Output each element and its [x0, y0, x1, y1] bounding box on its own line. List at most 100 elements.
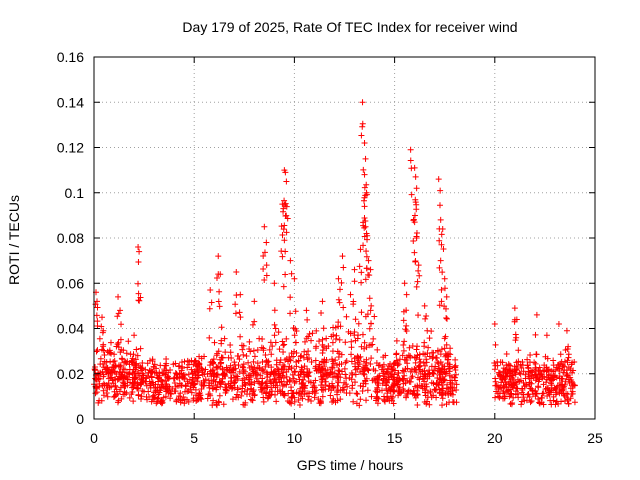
data-point	[413, 235, 420, 241]
data-point	[412, 359, 419, 366]
data-point	[123, 350, 130, 357]
data-point	[564, 391, 571, 398]
data-point	[329, 339, 336, 346]
data-point	[235, 362, 242, 369]
data-point	[361, 197, 367, 204]
data-point	[215, 348, 222, 355]
x-tick-label: 20	[487, 430, 503, 446]
data-point	[227, 349, 234, 356]
data-point	[538, 394, 545, 401]
data-point	[319, 298, 326, 305]
data-point	[198, 381, 205, 388]
data-point	[562, 378, 569, 385]
data-point	[406, 378, 413, 385]
data-point	[190, 370, 197, 377]
data-point	[271, 321, 278, 328]
data-point	[217, 271, 224, 278]
data-point	[435, 382, 442, 389]
data-point	[543, 332, 550, 339]
data-point	[413, 201, 420, 208]
data-point	[316, 338, 323, 345]
data-point	[231, 359, 238, 366]
data-point	[423, 356, 430, 363]
data-point	[132, 361, 139, 368]
data-point	[138, 375, 145, 382]
data-point	[524, 356, 531, 363]
data-point	[492, 362, 499, 369]
data-point	[366, 295, 373, 302]
data-point	[351, 355, 358, 362]
data-point	[251, 353, 258, 360]
data-point	[357, 396, 364, 403]
data-point	[245, 359, 252, 366]
data-point	[364, 236, 371, 243]
data-point	[288, 394, 295, 401]
data-point	[375, 376, 382, 383]
data-point	[92, 390, 99, 397]
data-point	[350, 398, 357, 405]
data-point	[191, 358, 198, 365]
data-point	[208, 373, 215, 380]
data-point	[126, 394, 133, 401]
data-point	[527, 352, 534, 359]
data-point	[365, 367, 372, 374]
data-point	[391, 380, 398, 387]
data-point	[394, 374, 401, 381]
data-point	[417, 370, 424, 377]
data-point	[336, 286, 343, 293]
data-point	[98, 323, 105, 330]
data-point	[260, 252, 267, 259]
data-point	[175, 363, 182, 370]
data-point	[146, 357, 153, 364]
data-point	[122, 380, 129, 387]
data-point	[434, 359, 441, 366]
data-point	[367, 266, 374, 273]
data-point	[272, 379, 279, 386]
data-point	[362, 380, 369, 387]
x-tick-label: 25	[587, 430, 603, 446]
data-point	[287, 257, 294, 264]
data-point	[206, 305, 213, 312]
data-point	[502, 367, 509, 374]
data-point	[356, 263, 363, 270]
data-point	[111, 393, 118, 400]
data-point	[135, 290, 142, 297]
data-point	[412, 394, 419, 401]
data-point	[229, 396, 236, 403]
data-point	[359, 99, 366, 106]
data-point	[163, 356, 170, 363]
data-point	[348, 358, 355, 365]
data-point	[407, 146, 414, 153]
data-point	[99, 314, 106, 321]
data-point	[279, 383, 286, 390]
data-point	[561, 358, 568, 365]
x-tick-label: 5	[190, 430, 198, 446]
data-point	[385, 363, 392, 370]
axis-ticks	[93, 56, 596, 420]
data-point	[288, 350, 295, 357]
data-point	[329, 384, 336, 391]
data-point	[342, 381, 349, 388]
data-point	[553, 398, 560, 405]
data-point	[107, 339, 114, 346]
data-point	[306, 330, 313, 337]
data-point	[206, 379, 213, 386]
data-point	[364, 387, 371, 394]
data-point	[380, 376, 387, 383]
data-point	[111, 358, 118, 365]
data-point	[335, 354, 342, 360]
data-point	[286, 377, 293, 384]
data-point	[535, 383, 542, 390]
data-point	[165, 369, 172, 376]
data-point	[358, 279, 365, 286]
data-point	[290, 375, 297, 382]
data-point	[515, 394, 522, 401]
data-point	[271, 332, 278, 339]
data-point	[360, 242, 367, 249]
data-point	[97, 355, 104, 362]
data-point	[374, 400, 381, 407]
data-point	[422, 362, 429, 369]
data-point	[550, 376, 557, 383]
data-point	[361, 139, 368, 146]
data-point	[532, 331, 539, 338]
